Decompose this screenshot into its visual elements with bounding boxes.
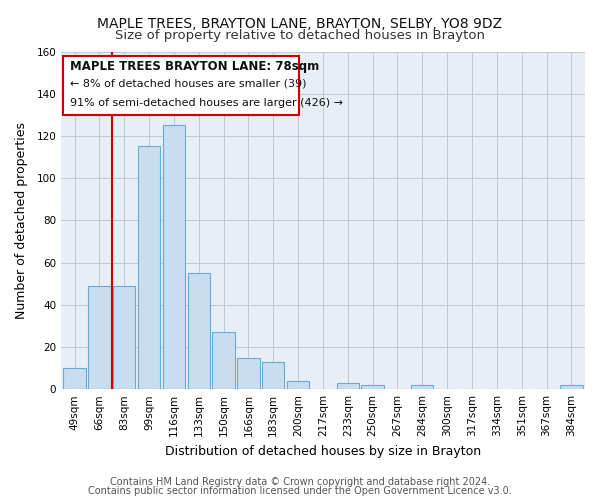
Text: Size of property relative to detached houses in Brayton: Size of property relative to detached ho… — [115, 29, 485, 42]
Bar — [287, 380, 310, 389]
Bar — [88, 286, 110, 389]
Bar — [163, 126, 185, 389]
Bar — [212, 332, 235, 389]
Text: MAPLE TREES BRAYTON LANE: 78sqm: MAPLE TREES BRAYTON LANE: 78sqm — [70, 60, 319, 73]
Bar — [361, 385, 384, 389]
Bar — [113, 286, 136, 389]
Y-axis label: Number of detached properties: Number of detached properties — [15, 122, 28, 319]
Bar — [188, 273, 210, 389]
Text: 91% of semi-detached houses are larger (426) →: 91% of semi-detached houses are larger (… — [70, 98, 343, 108]
Text: Contains public sector information licensed under the Open Government Licence v3: Contains public sector information licen… — [88, 486, 512, 496]
Bar — [262, 362, 284, 389]
Bar — [237, 358, 260, 389]
X-axis label: Distribution of detached houses by size in Brayton: Distribution of detached houses by size … — [165, 444, 481, 458]
Bar — [560, 385, 583, 389]
Text: ← 8% of detached houses are smaller (39): ← 8% of detached houses are smaller (39) — [70, 79, 306, 89]
Text: MAPLE TREES, BRAYTON LANE, BRAYTON, SELBY, YO8 9DZ: MAPLE TREES, BRAYTON LANE, BRAYTON, SELB… — [97, 18, 503, 32]
Bar — [138, 146, 160, 389]
Bar — [64, 368, 86, 389]
Text: Contains HM Land Registry data © Crown copyright and database right 2024.: Contains HM Land Registry data © Crown c… — [110, 477, 490, 487]
Bar — [337, 383, 359, 389]
Bar — [411, 385, 433, 389]
FancyBboxPatch shape — [64, 56, 299, 115]
